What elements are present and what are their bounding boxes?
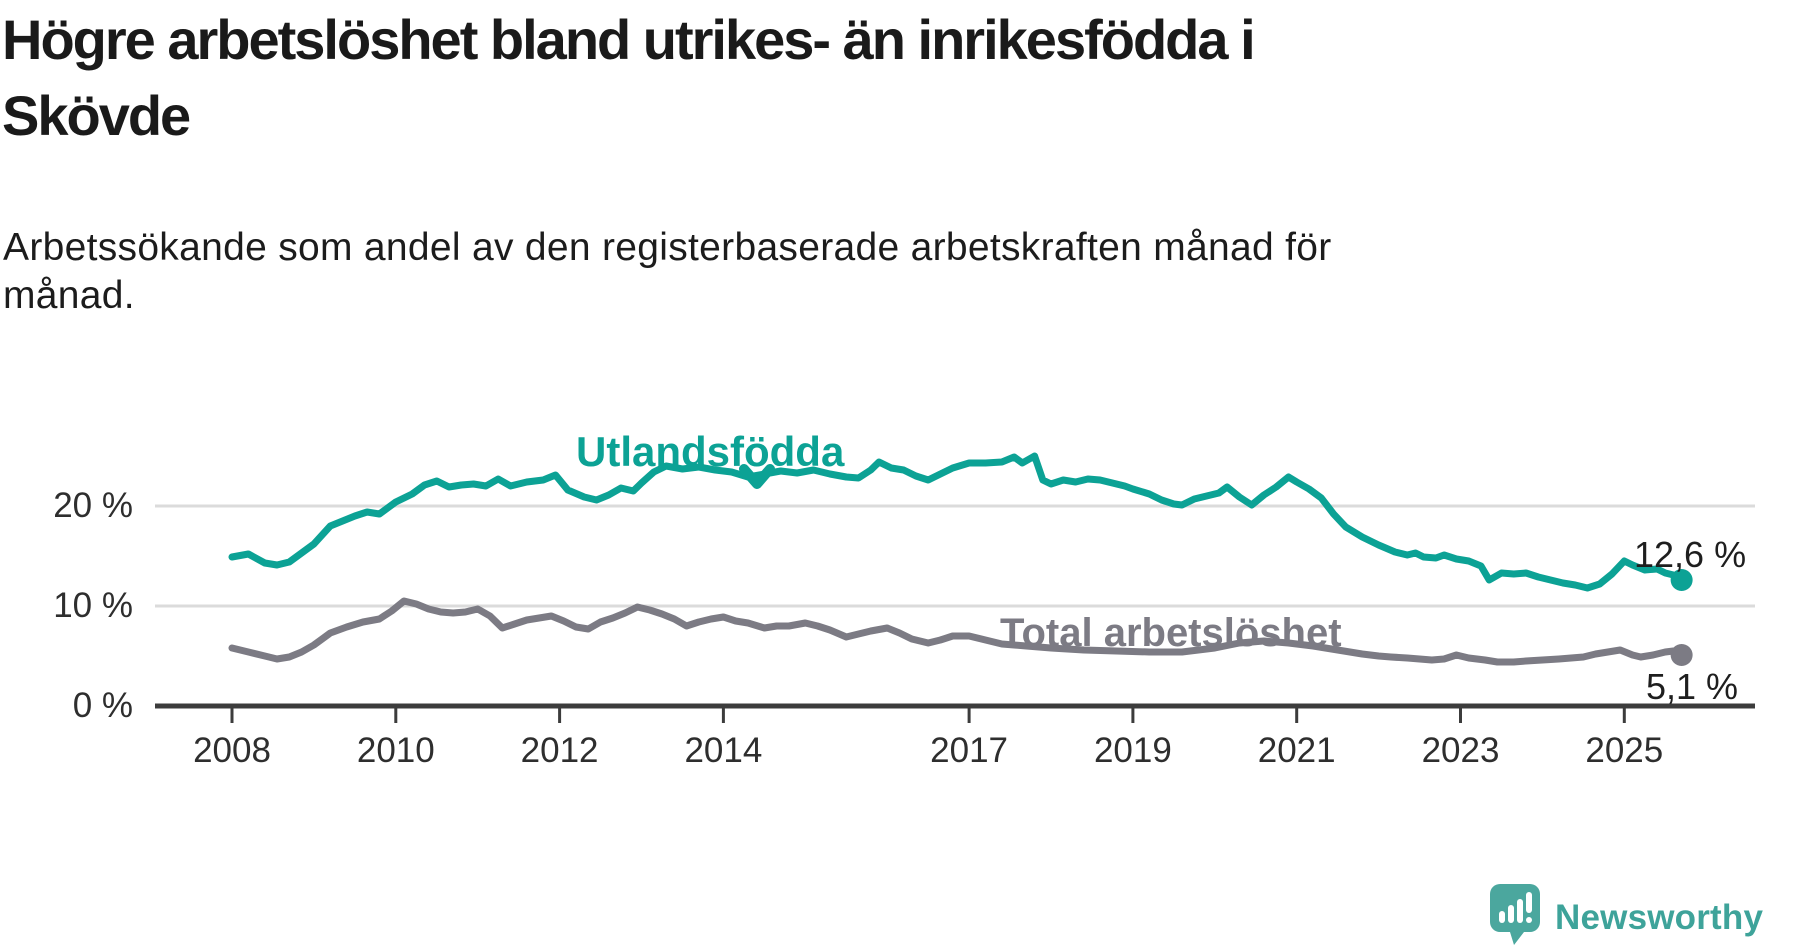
- x-tick-label: 2023: [1421, 731, 1500, 770]
- y-tick-label: 20 %: [53, 486, 133, 525]
- page-title-line1: Högre arbetslöshet bland utrikes- än inr…: [2, 8, 1256, 71]
- x-tick-label: 2017: [930, 731, 1009, 770]
- series-line-0: [228, 452, 1686, 592]
- series-line-1: [228, 597, 1686, 666]
- chart-subtitle-line1: Arbetssökande som andel av den registerb…: [3, 226, 1332, 269]
- y-tick-label: 10 %: [53, 586, 133, 625]
- series-label-total-arbetsloshet: Total arbetslöshet: [1000, 611, 1342, 655]
- chart-subtitle-line2: månad.: [3, 274, 135, 317]
- newsworthy-wordmark: Newsworthy: [1555, 897, 1764, 937]
- x-tick-label: 2014: [684, 731, 763, 770]
- y-tick-label: 0 %: [72, 686, 133, 725]
- x-tick-label: 2025: [1585, 731, 1664, 770]
- x-tick-label: 2021: [1257, 731, 1336, 770]
- chart-subtitle: Arbetssökande som andel av den registerb…: [3, 224, 1332, 320]
- newsworthy-bubble-chart-icon: [1490, 884, 1542, 948]
- end-value-total: 5,1 %: [1646, 666, 1739, 707]
- series-end-dot-1: [1670, 644, 1693, 666]
- x-tick-label: 2019: [1093, 731, 1172, 770]
- label-arrow-down-icon: [739, 464, 775, 489]
- x-tick-label: 2008: [193, 731, 271, 770]
- newsworthy-logo[interactable]: Newsworthy: [1490, 884, 1763, 948]
- end-value-utlandsfodda: 12,6 %: [1634, 534, 1747, 575]
- series-end-dot-0: [1670, 569, 1693, 591]
- series-label-utlandsfodda: Utlandsfödda: [576, 428, 845, 475]
- page-title: Högre arbetslöshet bland utrikes- än inr…: [2, 2, 1256, 154]
- x-tick-label: 2010: [356, 731, 435, 770]
- page-title-line2: Skövde: [2, 84, 191, 147]
- x-tick-label: 2012: [520, 731, 599, 770]
